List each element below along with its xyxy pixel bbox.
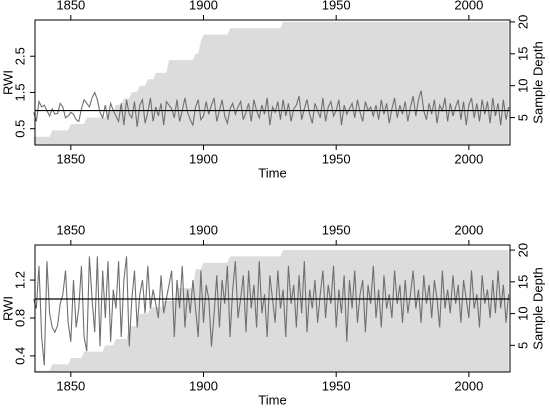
x-tick-label: 1900 [189, 378, 218, 393]
rwi-line [33, 256, 510, 366]
top-x-tick-label: 1900 [189, 222, 218, 237]
x-tick-label: 2000 [454, 378, 483, 393]
plot-frame [34, 19, 511, 146]
y2-tick-label: 5 [515, 114, 530, 121]
sample-depth-area [33, 21, 509, 145]
y-axis-label: RWI [0, 296, 15, 321]
x-axis-label: Time [258, 392, 286, 407]
y2-tick-label: 15 [515, 47, 530, 61]
y-tick-label: 1.5 [12, 83, 27, 101]
rwi-line [33, 90, 510, 127]
y2-tick-label: 10 [515, 306, 530, 320]
top-x-tick-label: 1950 [322, 0, 351, 12]
y-tick-label: 1.2 [12, 271, 27, 289]
y-axis-label: RWI [0, 70, 15, 95]
y2-tick-label: 20 [515, 243, 530, 257]
sample-depth-area [33, 250, 509, 372]
x-tick-label: 2000 [454, 151, 483, 166]
y2-axis-label: Sample Depth [530, 41, 545, 123]
y-tick-label: 2.5 [12, 47, 27, 65]
x-tick-label: 1850 [56, 378, 85, 393]
y-tick-label: 0.8 [12, 309, 27, 327]
top-x-tick-label: 2000 [454, 0, 483, 12]
plot-frame [34, 244, 511, 373]
x-tick-label: 1850 [56, 151, 85, 166]
x-tick-label: 1950 [322, 378, 351, 393]
y-tick-label: 0.5 [12, 120, 27, 138]
x-tick-label: 1900 [189, 151, 218, 166]
top-x-tick-label: 2000 [454, 222, 483, 237]
top-x-tick-label: 1850 [56, 222, 85, 237]
y2-tick-label: 15 [515, 275, 530, 289]
y2-tick-label: 10 [515, 78, 530, 92]
y2-axis-label: Sample Depth [530, 267, 545, 349]
x-axis-label: Time [258, 165, 286, 180]
y2-tick-label: 20 [515, 15, 530, 29]
top-x-tick-label: 1900 [189, 0, 218, 12]
x-tick-label: 1950 [322, 151, 351, 166]
y2-tick-label: 5 [515, 342, 530, 349]
y-tick-label: 0.4 [12, 347, 27, 365]
top-x-tick-label: 1950 [322, 222, 351, 237]
top-x-tick-label: 1850 [56, 0, 85, 12]
